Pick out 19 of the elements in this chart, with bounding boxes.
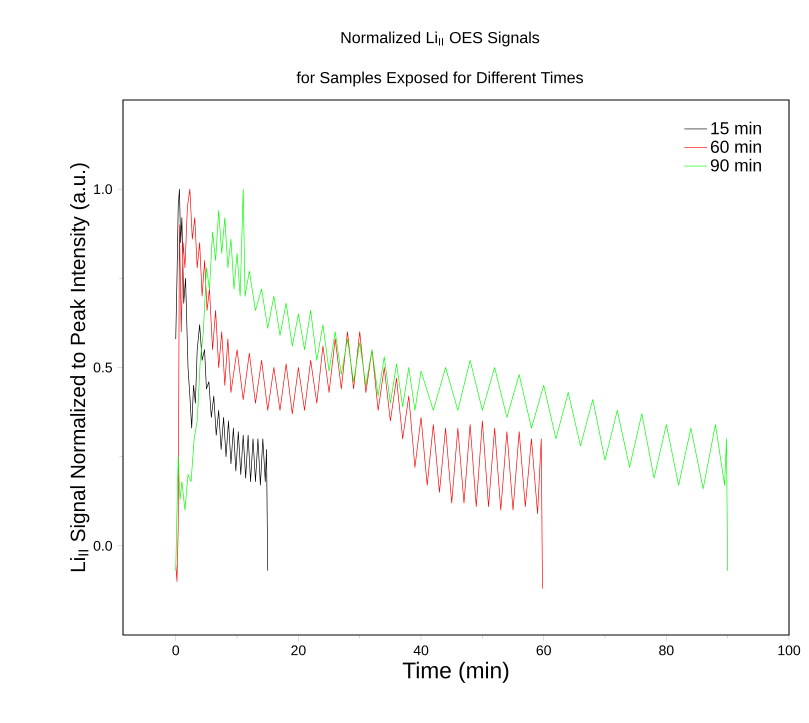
line-series [175,188,543,589]
chart-title: Normalized Li$_{II}$ OES Signals [342,32,540,46]
x-tick-label: 40 [414,645,428,656]
x-axis-title: Time (min) [402,662,508,683]
y-axis-title: Li$_{II}$ Signal Normalized to Peak Intensity (a.u.) [70,163,90,572]
legend-label: 60 min [710,140,761,153]
y-tick-label: 0.5 [94,362,112,372]
y-tick-label: 1.0 [94,184,112,194]
chart-subtitle: for Samples Exposed for Different Times [296,72,584,86]
line-series [175,188,268,572]
x-tick-label: 60 [536,645,551,656]
x-tick-label: 100 [778,645,800,656]
legend-label: 90 min [710,158,761,172]
x-tick-label: 80 [659,645,674,656]
legend-label: 15 min [711,122,761,134]
line-series [175,188,728,572]
y-tick-label: 0.0 [94,540,112,551]
x-tick-label: 0 [172,645,180,656]
x-tick-label: 20 [291,645,306,656]
